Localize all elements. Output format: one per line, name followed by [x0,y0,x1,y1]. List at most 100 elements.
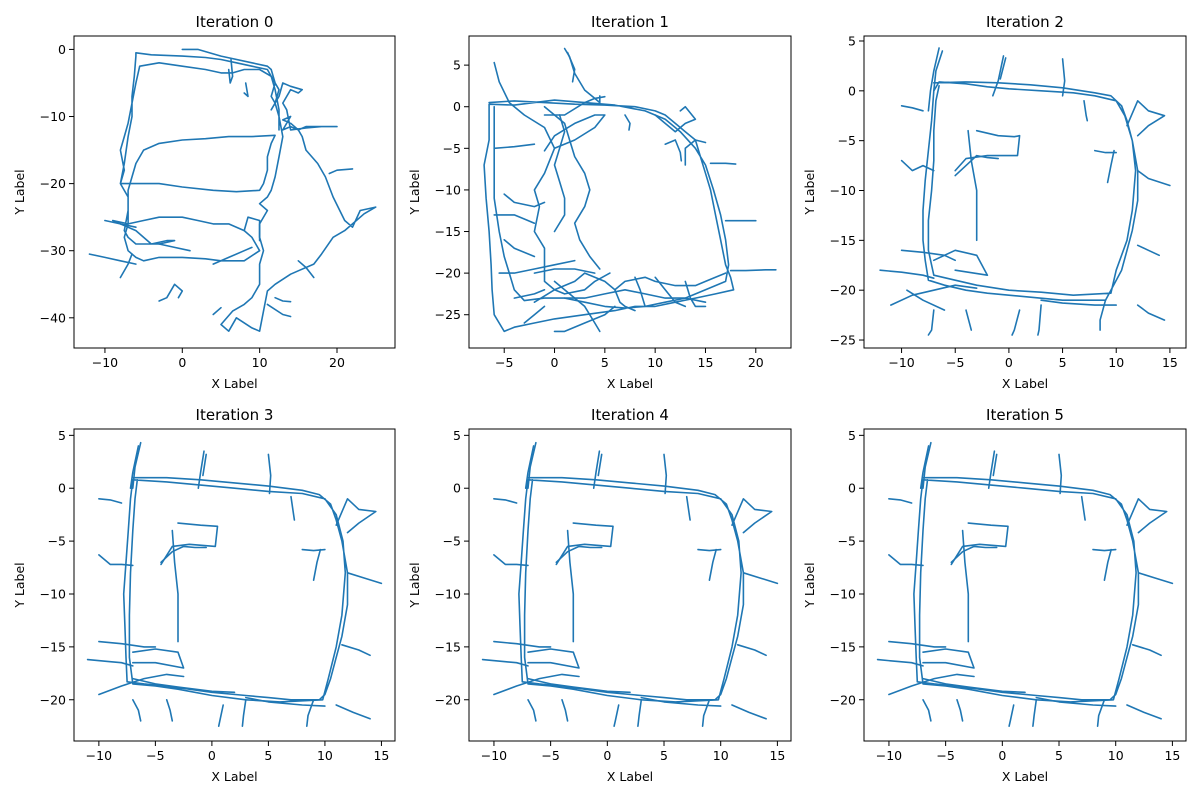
trajectory-line-17 [217,704,224,727]
trajectory-line-18 [637,699,643,727]
trajectory-line-16 [927,309,935,336]
trajectory-line-7 [160,522,219,566]
x-tick-label: −10 [481,748,507,763]
y-axis-label: Y Label [407,562,422,608]
trajectory-line-5 [1061,58,1066,97]
trajectory-line-0 [922,81,1139,301]
trajectory-line-10 [879,269,935,279]
y-axis-label: Y Label [12,169,27,215]
trajectory-line-6 [493,143,536,150]
axes-frame [863,428,1187,742]
trajectory-line-13 [328,168,354,175]
subplot-5: −10 −5 0 5 10 15 5 0 −5 −10 −15 −20 Iteration 5 X Lab… [802,406,1187,784]
subplot-title: Iteration 4 [591,406,669,424]
trajectory-line-14 [961,529,970,643]
trajectory-line-10 [503,239,536,258]
trajectory-line-15 [906,289,946,311]
x-tick-label: 0 [178,355,186,370]
subplot-title: Iteration 2 [986,13,1064,31]
x-tick-label: 20 [329,355,345,370]
axes-frame [73,35,396,349]
trajectory-line-16 [956,699,964,722]
trajectory-line-28 [513,289,546,299]
trajectory-line-5 [267,453,272,495]
axes-frame [863,35,1187,349]
x-tick-label: −10 [888,355,914,370]
trajectory-group [86,441,383,727]
trajectory-line-26 [1094,149,1117,154]
trajectory-line-28 [1040,299,1117,306]
trajectory-line-6 [88,253,137,265]
x-tick-label: 5 [1059,355,1067,370]
subplot-title: Iteration 3 [196,406,274,424]
x-axis-label: X Label [1002,376,1048,391]
trajectory-line-8 [158,243,191,252]
subplot-4: −10 −5 0 5 10 15 5 0 −5 −10 −15 −20 Iteration 4 X Lab… [407,406,792,784]
y-axis-label: Y Label [12,562,27,608]
trajectory-line-7 [950,522,1009,566]
trajectory-line-30 [543,95,606,116]
y-tick-label: 5 [453,58,461,73]
trajectory-line-13 [933,249,989,276]
trajectory-line-25 [697,548,722,552]
trajectory-line-11 [98,673,185,696]
trajectory-line-27 [245,696,326,707]
y-axis-label: Y Label [802,169,817,215]
trajectory-line-8 [493,214,536,224]
y-tick-label: −20 [435,692,461,707]
trajectory-line-26 [708,548,717,581]
trajectory-group [879,47,1171,336]
trajectory-line-23 [1126,498,1168,534]
trajectory-line-9 [900,105,924,112]
trajectory-line-14 [171,529,179,643]
trajectory-line-22 [1137,572,1174,585]
trajectory-line-12 [297,260,315,279]
trajectory-line-27 [1106,149,1115,184]
trajectory-line-21 [335,704,371,720]
y-tick-label: −20 [40,692,66,707]
trajectory-line-3 [197,450,205,489]
trajectory-line-16 [561,699,569,722]
x-tick-label: −10 [876,748,902,763]
trajectory-line-14 [566,529,575,643]
trajectory-line-25 [1092,548,1117,552]
trajectory-line-22 [709,162,737,165]
x-tick-label: 5 [264,748,272,763]
x-tick-label: 10 [252,355,268,370]
trajectory-line-28 [922,677,1026,694]
trajectory-line-4 [597,453,603,477]
x-tick-label: 15 [373,748,389,763]
trajectory-line-16 [634,276,646,308]
trajectory-line-7 [104,219,137,228]
subplot-3: −10 −5 0 5 10 15 5 0 −5 −10 −15 −20 Iteration 3 X Lab… [12,406,396,784]
trajectory-line-28 [132,677,236,694]
axes-frame [73,428,396,742]
trajectory-line-4 [992,453,998,477]
trajectory-line-20 [729,269,777,272]
trajectory-line-7 [954,129,1021,172]
trajectory-line-25 [654,105,697,133]
trajectory-line-14 [967,129,978,242]
trajectory-line-1 [927,47,940,112]
y-tick-label: −10 [40,109,66,124]
trajectory-line-3 [592,450,601,489]
trajectory-line-13 [553,280,601,333]
trajectory-line-26 [1103,548,1112,581]
y-tick-label: −15 [435,639,461,654]
trajectory-line-26 [312,548,322,581]
y-tick-label: −10 [830,183,856,198]
trajectory-line-21 [1126,704,1162,720]
trajectory-line-17 [965,309,973,331]
trajectory-line-24 [1080,495,1086,521]
trajectory-line-18 [684,280,707,308]
trajectory-line-27 [498,259,576,274]
trajectory-line-0 [111,48,377,332]
x-tick-label: 15 [698,355,714,370]
trajectory-line-0 [518,476,745,703]
trajectory-line-4 [158,283,184,302]
trajectory-line-4 [202,453,207,477]
trajectory-line-2 [919,445,930,489]
trajectory-line-17 [613,704,620,727]
trajectory-line-9 [98,498,123,504]
trajectory-line-21 [1136,244,1160,257]
